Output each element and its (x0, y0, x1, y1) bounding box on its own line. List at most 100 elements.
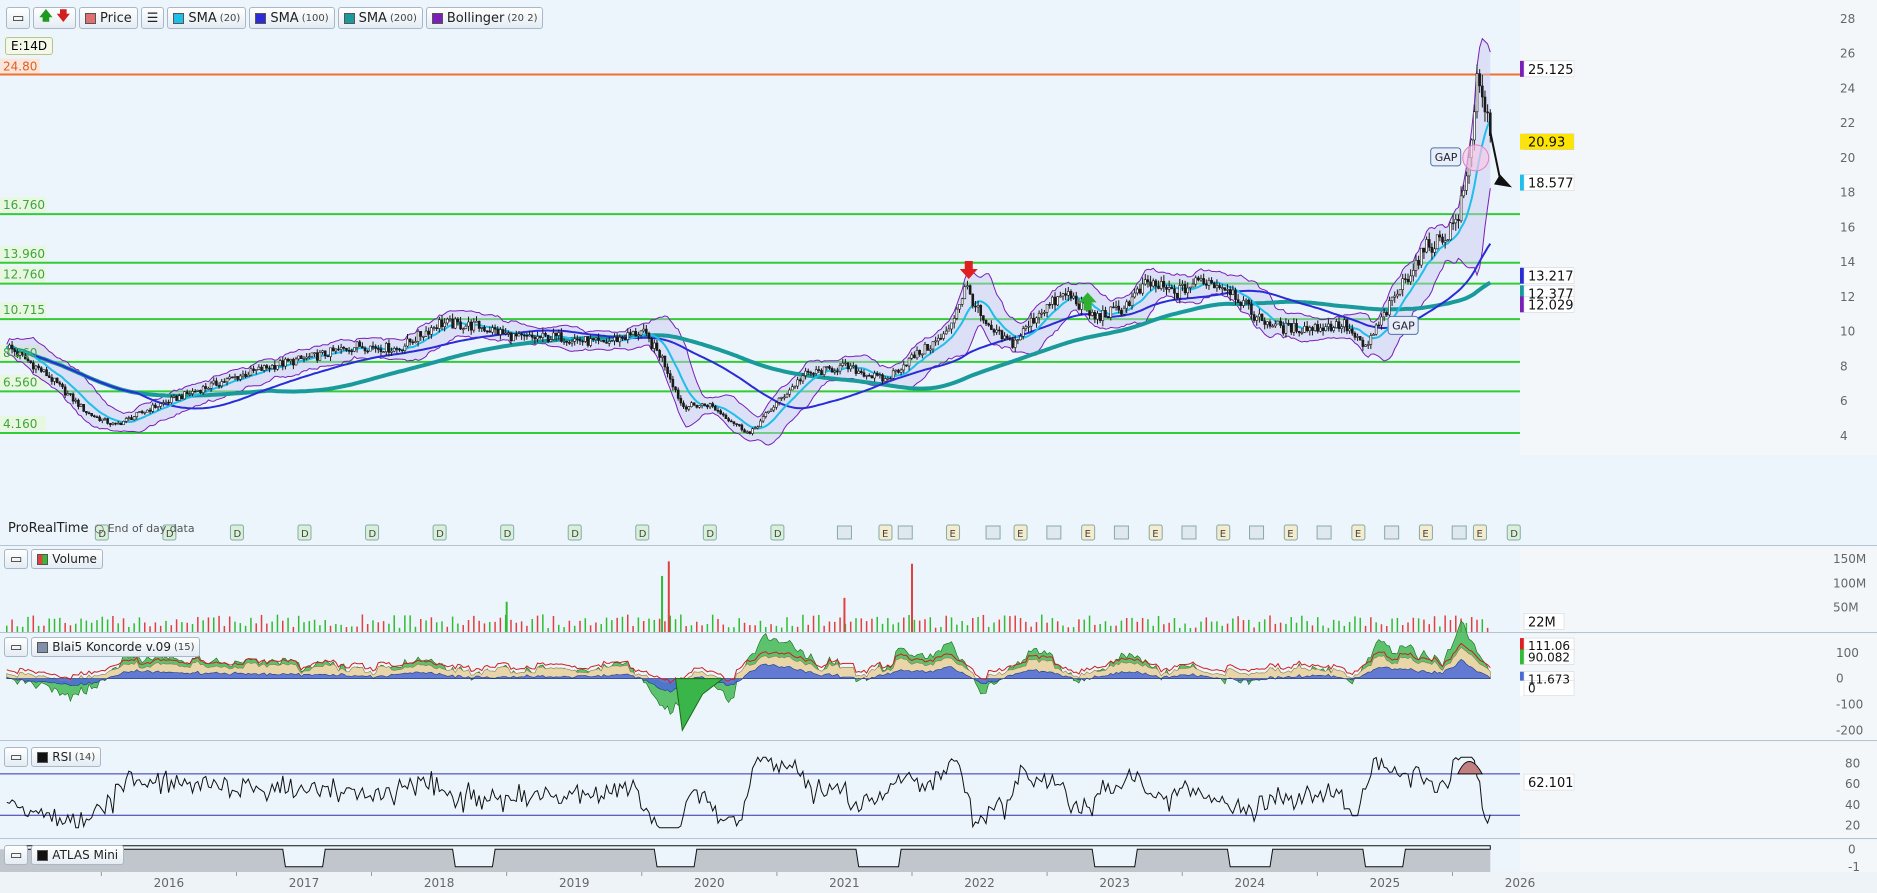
candle-body (467, 321, 470, 327)
candle-body (276, 365, 279, 370)
window-icon: ▭ (12, 10, 25, 26)
candle-body (162, 402, 165, 404)
candle-body (530, 334, 534, 338)
candle-body (408, 338, 412, 343)
candle-body (422, 336, 425, 338)
candle-body (942, 333, 945, 339)
candle-body (79, 404, 83, 407)
sma20-button[interactable]: SMA (20) (167, 7, 247, 29)
candle-body (1446, 239, 1450, 242)
sma200-button[interactable]: SMA (200) (337, 7, 423, 29)
candle-body (1016, 339, 1020, 342)
candle-body (522, 334, 526, 337)
koncorde-value-label: 90.082 (1528, 650, 1570, 664)
candle-body (1128, 301, 1131, 306)
indicator-list-button[interactable]: ☰ (140, 7, 165, 29)
candle-body (135, 412, 139, 417)
candle-body (905, 364, 908, 367)
candle-body (231, 376, 234, 379)
candle-body (1215, 285, 1219, 289)
panel-menu-button[interactable]: ▭ (6, 7, 31, 29)
candle-body (212, 380, 216, 384)
candle-body (584, 336, 587, 342)
candle-body (1231, 289, 1235, 295)
value-axis-background (1520, 546, 1877, 632)
chart-marks (0, 37, 1877, 893)
candle-body (427, 330, 431, 335)
candle-body (395, 348, 399, 350)
candle-body (1255, 316, 1259, 321)
candle-body (483, 327, 486, 332)
candle-body (716, 409, 720, 412)
candle-body (403, 345, 407, 351)
candle-body (1252, 314, 1256, 321)
candle-body (1451, 222, 1455, 225)
candle-body (1202, 278, 1205, 285)
candle-body (143, 411, 147, 414)
bollinger-upper-line (6, 37, 1491, 418)
rsi-tick-label: 80 (1845, 757, 1860, 771)
candle-body (1122, 307, 1126, 315)
candle-body (1308, 327, 1312, 332)
candle-body (1027, 325, 1030, 328)
candle-body (496, 328, 500, 335)
koncorde-marker (1520, 649, 1524, 665)
candle-body (780, 396, 783, 399)
candle-body (504, 332, 507, 335)
volume-button[interactable]: Volume (31, 549, 103, 569)
dividend-badge (897, 525, 913, 540)
candle-body (1130, 296, 1134, 306)
price-button[interactable]: Price (79, 7, 138, 29)
candle-body (1321, 327, 1325, 331)
price-tick-label: 8 (1840, 359, 1848, 373)
candle-body (796, 379, 799, 387)
price-toolbar: ▭ 🡅 🡇 Price ☰ SMA (20) SMA (100) SMA (200) … (6, 7, 544, 29)
candle-body (605, 341, 608, 344)
event-badge-label: E (1152, 529, 1158, 540)
price-tick-label: 16 (1840, 220, 1855, 234)
event-badge-label: E (1476, 529, 1482, 540)
rsi-menu-button[interactable]: ▭ (4, 747, 29, 767)
candle-body (793, 385, 797, 388)
value-axis-background (1520, 742, 1877, 838)
candle-body (1024, 326, 1028, 329)
candle-body (631, 331, 635, 335)
sma100-button[interactable]: SMA (100) (249, 7, 335, 29)
atlas-menu-button[interactable]: ▭ (4, 845, 29, 865)
candle-body (1175, 293, 1179, 299)
value-marker (1520, 133, 1524, 150)
rsi-button[interactable]: RSI (14) (31, 747, 102, 767)
candle-body (814, 369, 818, 374)
event-badge (500, 524, 515, 541)
candle-body (485, 330, 489, 333)
atlas-button[interactable]: ATLAS Mini (31, 845, 125, 865)
koncorde-tick-label: 100 (1836, 646, 1859, 660)
candle-body (1313, 324, 1317, 331)
candle-body (1247, 299, 1251, 305)
candle-body (591, 338, 595, 340)
koncorde-menu-button[interactable]: ▭ (4, 637, 29, 657)
panel-background (0, 546, 1520, 632)
candle-body (525, 335, 529, 337)
candle-body (1104, 309, 1107, 318)
support-label-bg (0, 416, 46, 432)
candle-body (979, 304, 983, 316)
candle-body (376, 348, 380, 350)
candle-body (414, 341, 417, 343)
candle-body (1335, 321, 1338, 328)
bollinger-button[interactable]: Bollinger (20 2) (425, 7, 544, 29)
time-tick-label: 2022 (964, 876, 995, 890)
arrow-tools-button[interactable]: 🡅 🡇 (33, 7, 77, 29)
candle-body (963, 286, 967, 300)
candle-body (1422, 247, 1426, 253)
candle-body (1419, 247, 1423, 266)
arrow-down-icon: 🡇 (56, 9, 71, 24)
volume-menu-button[interactable]: ▭ (4, 549, 29, 569)
koncorde-button[interactable]: Blai5 Koncorde v.09 (15) (31, 637, 201, 657)
candle-body (1438, 234, 1442, 238)
candle-body (1069, 291, 1073, 299)
candle-body (867, 374, 871, 377)
bollinger-band-fill (6, 38, 1491, 446)
support-label-bg (0, 374, 46, 390)
koncorde-crash-area (674, 678, 725, 732)
